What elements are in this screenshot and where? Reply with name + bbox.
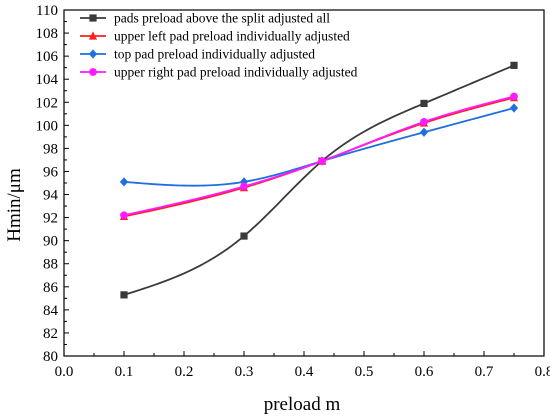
- series-3: [119, 103, 519, 187]
- y-tick-label: 80: [43, 349, 58, 365]
- x-tick-label: 0.1: [115, 364, 134, 380]
- data-point: [420, 99, 428, 108]
- x-tick-label: 0.6: [415, 364, 434, 380]
- y-tick-label: 92: [43, 211, 58, 227]
- series-line: [123, 95, 515, 217]
- y-tick-label: 102: [36, 95, 59, 111]
- legend-label: upper right pad preload individually adj…: [114, 65, 358, 80]
- data-point: [510, 61, 518, 69]
- y-tick-label: 94: [43, 188, 59, 204]
- legend-item-1: pads preload above the split adjusted al…: [80, 11, 330, 26]
- data-point: [119, 177, 129, 187]
- series-4: [120, 92, 518, 220]
- x-tick-label: 0.3: [235, 364, 254, 380]
- series-line: [123, 96, 515, 218]
- x-tick-label: 0.4: [295, 364, 314, 380]
- data-point: [510, 92, 518, 101]
- x-axis-title: preload m: [264, 394, 341, 415]
- x-tick-label: 0.5: [355, 364, 374, 380]
- y-tick-label: 90: [43, 234, 58, 250]
- data-point: [420, 117, 428, 126]
- y-tick-label: 108: [36, 26, 59, 42]
- legend-marker: [88, 31, 98, 40]
- y-tick-label: 96: [43, 164, 59, 180]
- legend-label: top pad preload individually adjusted: [114, 47, 315, 62]
- data-point: [318, 157, 326, 165]
- legend-item-2: upper left pad preload individually adju…: [80, 29, 350, 44]
- legend: pads preload above the split adjusted al…: [80, 11, 358, 80]
- data-point: [240, 232, 248, 240]
- data-point: [419, 127, 429, 137]
- y-axis-title: Hmin/μm: [4, 168, 25, 242]
- series-line: [123, 64, 515, 296]
- y-tick-label: 110: [36, 3, 58, 19]
- legend-label: pads preload above the split adjusted al…: [114, 11, 330, 26]
- y-tick-label: 104: [36, 72, 59, 88]
- x-tick-label: 0.0: [55, 364, 74, 380]
- series-1: [120, 61, 518, 299]
- y-tick-label: 88: [43, 257, 58, 273]
- data-point: [240, 182, 248, 191]
- series-line: [123, 107, 515, 187]
- y-tick-label: 84: [43, 303, 59, 319]
- legend-marker: [89, 14, 97, 22]
- data-point: [509, 103, 519, 113]
- legend-label: upper left pad preload individually adju…: [114, 29, 350, 44]
- x-tick-label: 0.2: [175, 364, 194, 380]
- data-point: [120, 211, 128, 220]
- x-tick-label: 0.8: [535, 364, 550, 380]
- y-tick-label: 86: [43, 280, 59, 296]
- series-layer: [119, 61, 519, 299]
- legend-marker: [88, 49, 98, 59]
- y-tick-label: 106: [36, 49, 59, 65]
- y-tick-label: 100: [36, 118, 59, 134]
- legend-marker: [89, 68, 97, 76]
- data-point: [120, 291, 128, 299]
- legend-item-4: upper right pad preload individually adj…: [80, 65, 358, 80]
- axes: 0.0 0.1 0.2 0.3 0.4 0.5 0.6 0.7 0.8 80 82 84 86 88 90 9…: [36, 3, 550, 380]
- legend-item-3: top pad preload individually adjusted: [80, 47, 315, 62]
- y-tick-label: 82: [43, 326, 58, 342]
- x-tick-label: 0.7: [475, 364, 494, 380]
- y-tick-label: 98: [43, 141, 58, 157]
